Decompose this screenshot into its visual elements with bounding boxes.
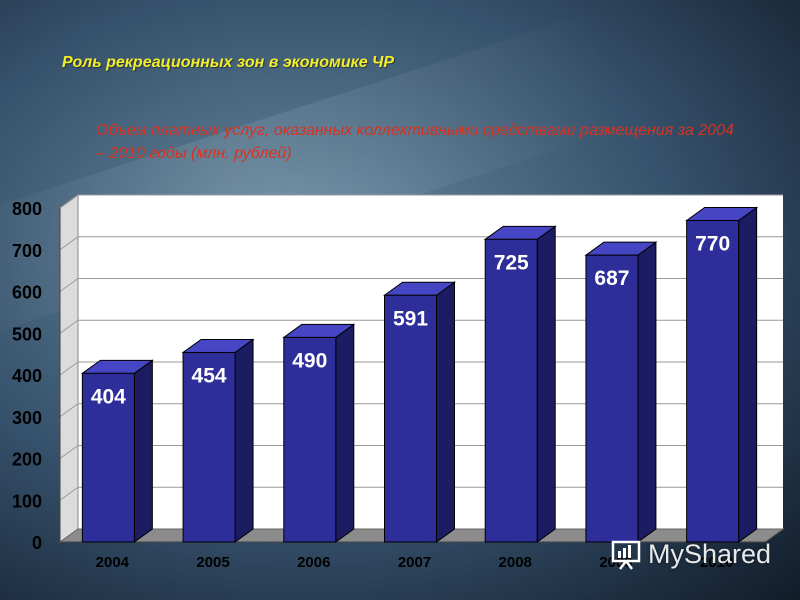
y-tick-label: 800 (12, 199, 42, 219)
y-tick-label: 400 (12, 366, 42, 386)
gridline-side (59, 486, 79, 501)
bar (182, 351, 236, 543)
bar (686, 220, 740, 543)
bar-side (234, 338, 254, 543)
data-label: 454 (192, 364, 227, 387)
y-tick-label: 200 (12, 450, 42, 470)
bar (585, 254, 639, 543)
x-tick-label: 2004 (96, 554, 130, 571)
x-tick-label: 2008 (499, 554, 532, 571)
presentation-board-icon (611, 540, 641, 570)
bar-side (335, 323, 355, 543)
data-label: 591 (393, 307, 428, 330)
y-tick-label: 700 (12, 241, 42, 261)
bar (283, 336, 337, 543)
y-tick-label: 500 (12, 324, 42, 344)
y-tick-label: 100 (12, 491, 42, 511)
bar-side (436, 281, 455, 543)
chart-subtitle: Объем платных услуг, оказанных коллектив… (96, 122, 734, 162)
gridline-side (59, 236, 79, 251)
gridline-side (59, 361, 79, 376)
data-label: 725 (494, 251, 529, 274)
gridline-side (59, 403, 79, 418)
bar (81, 372, 135, 543)
bar-side (536, 225, 556, 543)
gridline-side (59, 278, 79, 292)
watermark: MyShared (610, 536, 771, 572)
data-label: 770 (695, 233, 730, 256)
bar (484, 238, 538, 543)
data-label: 404 (91, 385, 126, 408)
data-label: 490 (292, 349, 327, 372)
bar (384, 294, 437, 543)
x-tick-label: 2010 (700, 554, 733, 571)
slide-title: Роль рекреационных зон в экономике ЧР (62, 54, 395, 71)
gridline-side (59, 445, 79, 459)
gridline-side (59, 194, 79, 209)
x-tick-label: 2006 (297, 554, 330, 571)
x-tick-label: 2005 (196, 554, 229, 571)
x-tick-label: 2009 (599, 554, 632, 571)
x-tick-label: 2007 (398, 554, 431, 571)
data-label: 687 (594, 267, 629, 290)
bar-side (738, 206, 758, 543)
bar-side (133, 359, 153, 543)
y-tick-label: 0 (32, 533, 42, 553)
bar-side (637, 241, 657, 543)
y-tick-label: 600 (12, 283, 42, 303)
y-tick-label: 300 (12, 408, 42, 428)
watermark-text: MyShared (648, 538, 772, 569)
gridline-side (59, 319, 79, 334)
